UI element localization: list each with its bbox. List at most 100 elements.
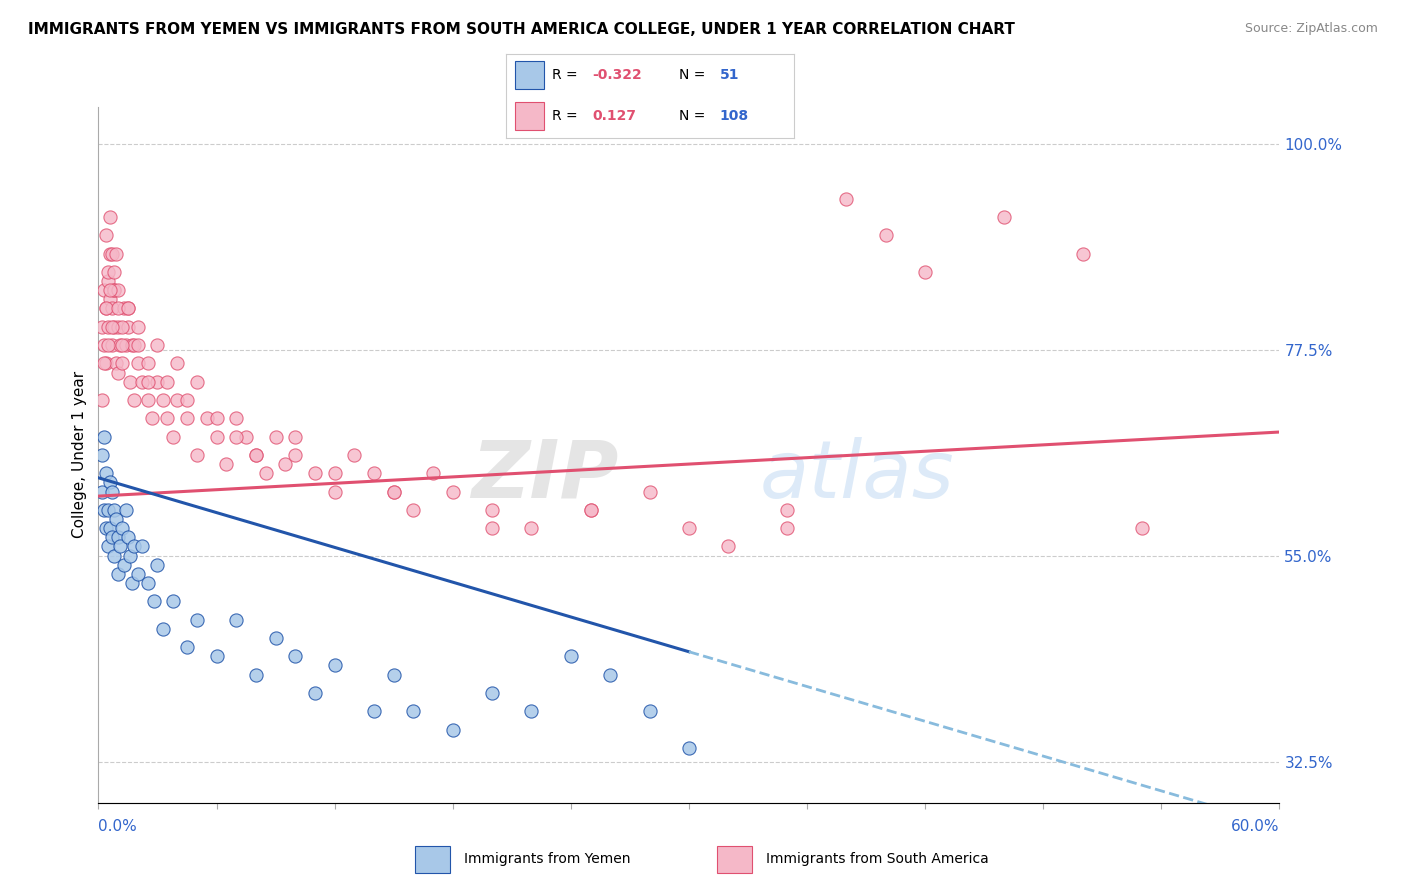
Point [638,484,661,499]
Text: R =: R = [553,109,582,123]
Point [107,566,129,581]
Point [225,613,247,627]
Point [112,558,135,572]
Point [101,319,124,334]
Point [118,549,141,563]
Point [323,484,346,499]
Text: 51: 51 [720,68,740,82]
Point [382,484,405,499]
Point [127,356,149,370]
Point [96,356,118,370]
Point [776,521,799,535]
Point [1071,246,1094,260]
Text: 0.0%: 0.0% [98,819,138,834]
Point [323,658,346,673]
Point [103,549,125,563]
Point [363,704,385,718]
Point [146,338,169,352]
Point [141,411,163,425]
Text: 60.0%: 60.0% [1232,819,1279,834]
Point [122,392,145,407]
Point [111,338,134,352]
Point [166,356,188,370]
Point [235,429,257,443]
Point [96,301,118,316]
Point [105,512,128,526]
Point [103,283,125,297]
Point [215,457,238,471]
Point [481,503,503,517]
Point [117,301,139,316]
Point [101,246,124,260]
Point [111,356,134,370]
Point [121,338,143,352]
Point [205,429,228,443]
Point [91,448,114,462]
Point [117,301,139,316]
Point [107,319,129,334]
Point [98,521,121,535]
Point [91,392,114,407]
Point [136,375,159,389]
Point [103,283,125,297]
Point [162,429,184,443]
Point [93,356,115,370]
Point [115,503,138,517]
Point [382,667,405,681]
Point [264,429,287,443]
Point [152,392,174,407]
Bar [717,847,752,873]
Point [103,319,125,334]
Point [101,301,124,316]
Point [481,686,503,700]
Point [97,274,120,288]
Point [678,740,700,755]
Point [520,704,543,718]
Point [107,283,129,297]
Point [136,356,159,370]
Point [122,540,145,554]
Point [107,530,129,544]
Point [166,392,188,407]
Point [146,375,169,389]
Point [98,246,121,260]
Point [382,484,405,499]
Point [284,448,307,462]
Point [1130,521,1153,535]
Point [107,366,129,380]
Point [254,467,277,481]
Point [284,429,307,443]
Point [638,704,661,718]
Point [127,319,149,334]
Point [579,503,602,517]
Text: 0.127: 0.127 [592,109,637,123]
Text: R =: R = [553,68,582,82]
Point [993,210,1015,224]
Point [186,375,208,389]
Point [101,338,124,352]
Point [599,667,621,681]
Point [176,392,198,407]
Point [402,704,425,718]
Point [402,503,425,517]
Point [93,283,115,297]
Point [96,228,118,243]
Bar [415,847,450,873]
Point [245,667,267,681]
Point [441,723,464,737]
Point [520,521,543,535]
Point [323,467,346,481]
Text: Source: ZipAtlas.com: Source: ZipAtlas.com [1244,22,1378,36]
Point [108,338,131,352]
Point [717,540,740,554]
Point [205,649,228,664]
Point [176,640,198,655]
Point [105,356,128,370]
Point [274,457,297,471]
Point [136,392,159,407]
Point [111,319,134,334]
Point [776,503,799,517]
Point [131,540,153,554]
Point [481,521,503,535]
Point [579,503,602,517]
